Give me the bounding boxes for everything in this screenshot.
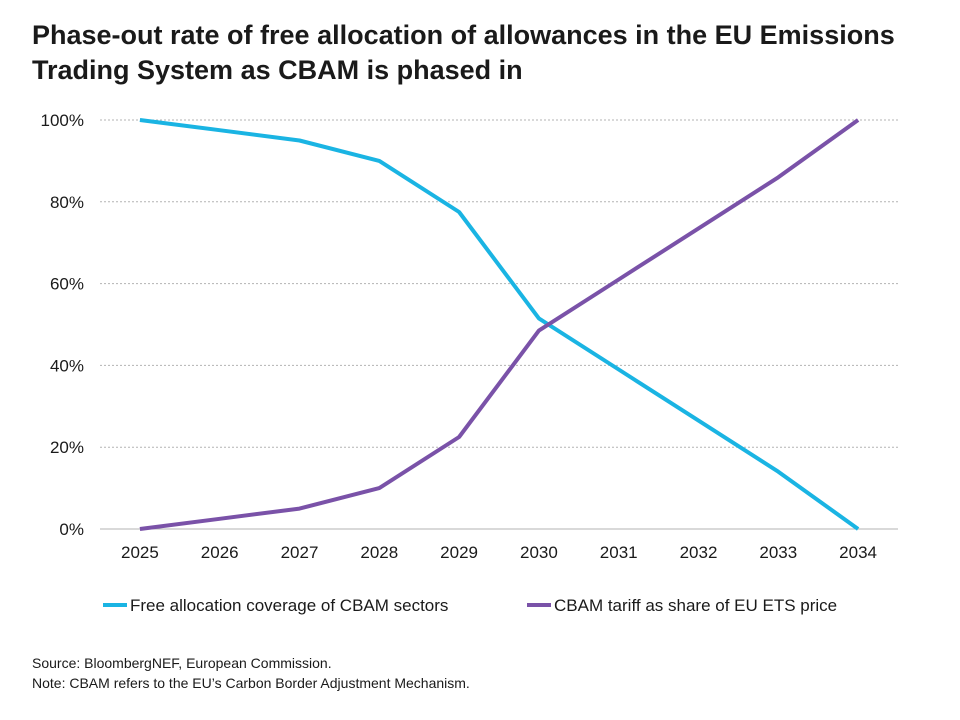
gridlines — [100, 119, 898, 530]
x-tick-label: 2027 — [281, 543, 319, 562]
x-tick-label: 2033 — [759, 543, 797, 562]
x-tick-label: 2026 — [201, 543, 239, 562]
legend-label: CBAM tariff as share of EU ETS price — [554, 596, 837, 615]
legend-label: Free allocation coverage of CBAM sectors — [130, 596, 448, 615]
x-tick-label: 2030 — [520, 543, 558, 562]
source-note: Source: BloombergNEF, European Commissio… — [32, 655, 332, 671]
y-tick-label: 60% — [50, 275, 84, 294]
x-tick-label: 2031 — [600, 543, 638, 562]
y-tick-label: 40% — [50, 356, 84, 375]
chart-title: Phase-out rate of free allocation of all… — [32, 18, 942, 88]
legend: Free allocation coverage of CBAM sectors… — [103, 596, 837, 615]
y-axis-tick-labels: 0% 20% 40% 60% 80% 100% — [41, 111, 84, 539]
footnotes: Source: BloombergNEF, European Commissio… — [32, 653, 470, 693]
series-line-cbam-tariff — [139, 118, 860, 531]
x-tick-label: 2034 — [839, 543, 877, 562]
x-tick-label: 2029 — [440, 543, 478, 562]
series-line-free-allocation — [139, 118, 860, 531]
chart-title-line-1: Phase-out rate of free allocation of all… — [32, 20, 895, 50]
chart-title-line-2: Trading System as CBAM is phased in — [32, 55, 523, 85]
line-chart: 0%20%40%60%80%100% 2025 2026 2027 2028 2029 2… — [41, 111, 898, 615]
x-tick-label: 2032 — [680, 543, 718, 562]
x-axis-tick-labels: 2025 2026 2027 2028 2029 2030 2031 2032 2033 2034 — [121, 543, 877, 562]
x-tick-label: 2025 — [121, 543, 159, 562]
y-tick-label: 20% — [50, 438, 84, 457]
series-lines — [139, 118, 860, 531]
definition-note: Note: CBAM refers to the EU’s Carbon Bor… — [32, 675, 470, 691]
y-tick-label: 80% — [50, 193, 84, 212]
x-tick-label: 2028 — [360, 543, 398, 562]
y-tick-label: 0% — [59, 520, 84, 539]
y-tick-label: 100% — [41, 111, 84, 130]
